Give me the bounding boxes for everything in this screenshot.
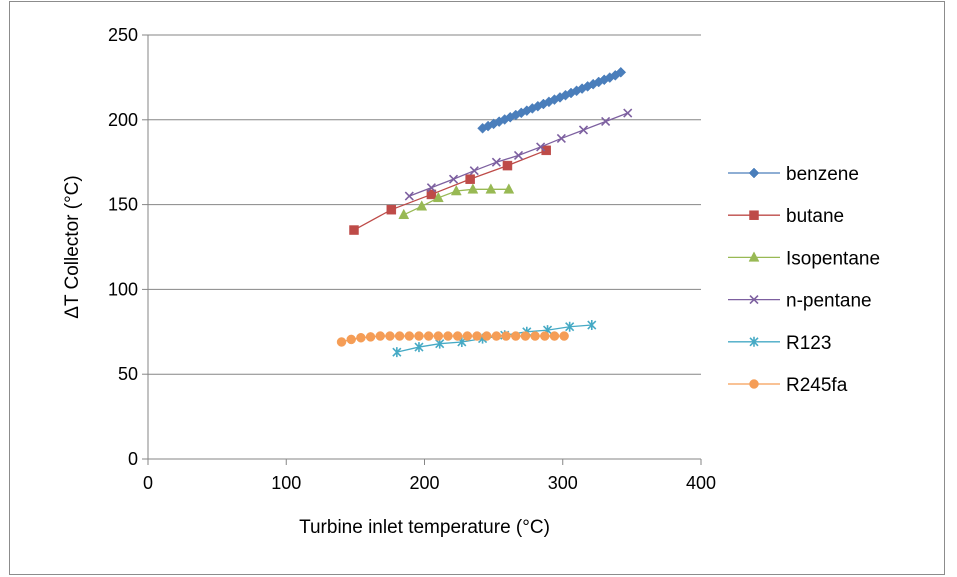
data-point xyxy=(448,174,459,184)
x-tick-label: 300 xyxy=(548,473,578,493)
legend-marker xyxy=(749,336,759,347)
legend-entry: butane xyxy=(728,206,844,227)
data-point xyxy=(467,183,479,194)
data-point xyxy=(510,331,521,341)
data-point xyxy=(587,320,597,331)
x-tick-label: 100 xyxy=(271,473,301,493)
data-point xyxy=(559,331,569,341)
data-point xyxy=(404,331,415,341)
legend-label: n-pentane xyxy=(786,291,872,312)
data-point xyxy=(450,184,462,196)
legend-marker xyxy=(749,379,759,389)
y-tick-label: 100 xyxy=(108,279,138,299)
x-tick-label: 400 xyxy=(686,473,716,493)
data-point xyxy=(336,337,347,347)
legend-label: Isopentane xyxy=(786,248,880,269)
data-point xyxy=(404,191,414,201)
data-point xyxy=(385,331,395,341)
legend-marker xyxy=(749,210,759,220)
y-tick-label: 250 xyxy=(108,25,138,45)
data-point xyxy=(623,108,633,118)
legend-label: R245fa xyxy=(786,375,848,396)
data-point xyxy=(443,331,453,341)
data-point xyxy=(375,331,386,341)
data-point xyxy=(414,342,424,353)
plot-series xyxy=(336,66,633,358)
data-point xyxy=(462,331,473,341)
data-point xyxy=(485,183,497,194)
data-point xyxy=(452,331,463,341)
data-point xyxy=(392,347,402,358)
series-n-pentane xyxy=(404,108,633,201)
data-point xyxy=(469,166,479,176)
data-point xyxy=(565,321,575,332)
data-point xyxy=(433,331,444,341)
data-point xyxy=(578,125,589,135)
data-point xyxy=(513,150,524,160)
series-butane xyxy=(349,145,551,235)
data-point xyxy=(465,174,475,184)
data-point xyxy=(414,331,424,341)
data-point xyxy=(386,204,397,215)
axes: 0 50 100 150 200 250 0 100 200 300 400 xyxy=(108,25,716,493)
legend-label: benzene xyxy=(786,164,859,185)
legend-marker xyxy=(748,167,760,179)
data-point xyxy=(398,208,410,220)
x-tick-label: 0 xyxy=(143,473,153,493)
y-tick-label: 200 xyxy=(108,110,138,130)
data-point xyxy=(556,133,566,144)
data-point xyxy=(346,334,356,345)
series-benzene xyxy=(477,66,627,134)
data-point xyxy=(541,145,551,156)
data-point xyxy=(481,331,492,341)
data-point xyxy=(503,183,515,194)
series-isopentane xyxy=(398,183,515,220)
chart-area: 0 50 100 150 200 250 0 100 200 300 400 benzene buta… xyxy=(9,1,945,575)
y-tick-label: 150 xyxy=(108,195,138,215)
data-point xyxy=(426,183,436,193)
legend-marker xyxy=(748,251,760,262)
data-point xyxy=(549,331,560,341)
data-point xyxy=(491,157,501,167)
chart-svg: 0 50 100 150 200 250 0 100 200 300 400 benzene buta… xyxy=(62,25,880,538)
legend-marker xyxy=(749,295,759,305)
legend-label: butane xyxy=(786,206,844,227)
data-point xyxy=(432,191,444,203)
data-point xyxy=(356,332,366,343)
legend: benzene butane Isopentane n-pentane R123 R245… xyxy=(728,164,880,396)
data-point xyxy=(423,331,434,341)
data-point xyxy=(472,331,482,341)
series-line xyxy=(353,149,547,231)
data-point xyxy=(394,331,405,341)
legend-entry: n-pentane xyxy=(728,291,872,312)
legend-entry: Isopentane xyxy=(728,248,880,269)
legend-entry: benzene xyxy=(728,164,859,185)
x-axis-title: Turbine inlet temperature (°C) xyxy=(299,517,550,538)
data-point xyxy=(615,66,627,78)
legend-label: R123 xyxy=(786,333,831,354)
legend-entry: R245fa xyxy=(728,375,848,396)
data-point xyxy=(365,332,376,342)
data-point xyxy=(349,225,359,235)
data-point xyxy=(491,331,502,341)
data-point xyxy=(501,331,511,341)
data-point xyxy=(601,116,611,127)
data-point xyxy=(540,331,550,341)
legend-entry: R123 xyxy=(728,333,831,354)
data-point xyxy=(426,189,437,200)
series-r245fa xyxy=(336,331,569,347)
data-point xyxy=(536,142,546,152)
data-point xyxy=(502,160,513,171)
y-tick-label: 0 xyxy=(128,449,138,469)
y-axis-title: ΔT Collector (°C) xyxy=(62,175,83,318)
x-tick-label: 200 xyxy=(409,473,439,493)
data-point xyxy=(416,200,428,211)
data-point xyxy=(530,331,540,341)
data-point xyxy=(520,331,531,341)
y-tick-label: 50 xyxy=(118,364,138,384)
